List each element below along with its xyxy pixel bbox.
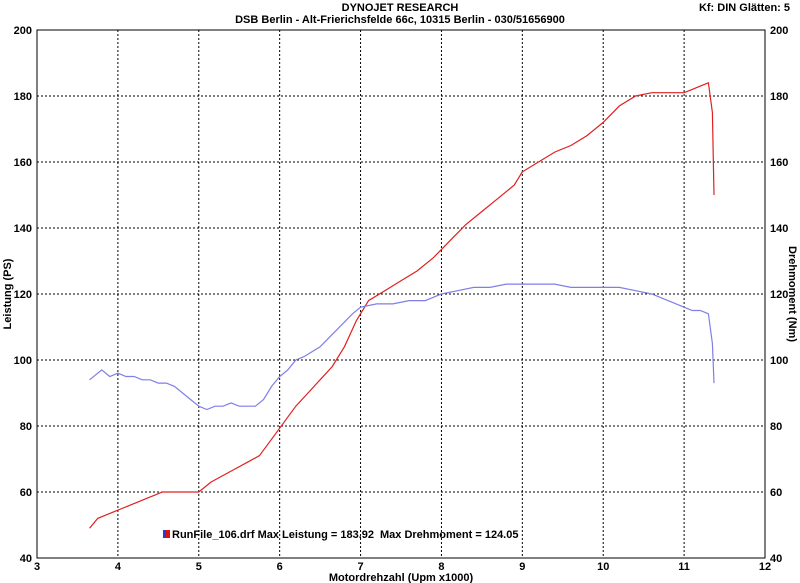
y-left-tick-labels: 40 60 80 100 120 140 160 180 200 bbox=[14, 25, 32, 565]
x-tick-label: 11 bbox=[678, 561, 690, 573]
y-right-axis-label: Drehmoment (Nm) bbox=[786, 246, 798, 342]
x-tick-label: 9 bbox=[519, 561, 525, 573]
y-right-tick-label: 40 bbox=[770, 553, 782, 565]
series-line-leistung bbox=[89, 81, 715, 529]
y-right-tick-label: 140 bbox=[770, 223, 788, 235]
y-left-tick-label: 120 bbox=[14, 289, 32, 301]
y-left-tick-label: 60 bbox=[20, 487, 32, 499]
chart-subtitle: DSB Berlin - Alt-Frierichsfelde 66c, 103… bbox=[235, 14, 565, 26]
x-tick-label: 3 bbox=[34, 561, 40, 573]
y-left-tick-label: 100 bbox=[14, 355, 32, 367]
legend-marker-blue bbox=[163, 530, 167, 538]
y-right-tick-label: 80 bbox=[770, 421, 782, 433]
x-axis-label: Motordrehzahl (Upm x1000) bbox=[329, 572, 474, 583]
x-tick-label: 12 bbox=[759, 561, 771, 573]
x-tick-labels: 3 4 5 6 7 8 9 10 11 12 bbox=[34, 561, 771, 573]
x-tick-label: 6 bbox=[277, 561, 283, 573]
y-left-tick-label: 160 bbox=[14, 157, 32, 169]
legend-max-power: RunFile_106.drf Max Leistung = 183.92 bbox=[172, 529, 374, 541]
y-left-tick-label: 200 bbox=[14, 25, 32, 37]
x-tick-label: 4 bbox=[115, 561, 122, 573]
series-line-drehmoment bbox=[89, 283, 715, 411]
y-left-axis-label: Leistung (PS) bbox=[2, 258, 14, 329]
y-left-tick-label: 180 bbox=[14, 91, 32, 103]
legend-max-torque: Max Drehmoment = 124.05 bbox=[380, 529, 518, 541]
x-tick-label: 10 bbox=[597, 561, 609, 573]
legend-marker-red bbox=[166, 530, 170, 538]
x-tick-label: 7 bbox=[357, 561, 363, 573]
x-tick-label: 5 bbox=[196, 561, 202, 573]
chart-title: DYNOJET RESEARCH bbox=[341, 2, 459, 14]
y-left-tick-label: 40 bbox=[20, 553, 32, 565]
legend: RunFile_106.drf Max Leistung = 183.92 Ma… bbox=[163, 529, 518, 541]
y-right-tick-label: 180 bbox=[770, 91, 788, 103]
series-lines bbox=[89, 81, 715, 529]
plot-frame bbox=[36, 29, 766, 559]
y-right-tick-label: 200 bbox=[770, 25, 788, 37]
y-right-tick-label: 60 bbox=[770, 487, 782, 499]
y-right-tick-labels: 40 60 80 100 120 140 160 180 200 bbox=[770, 25, 788, 565]
grid-lines bbox=[37, 30, 765, 558]
dyno-settings: Kf: DIN Glätten: 5 bbox=[698, 2, 790, 14]
x-tick-label: 8 bbox=[438, 561, 444, 573]
y-right-tick-label: 100 bbox=[770, 355, 788, 367]
y-right-tick-label: 120 bbox=[770, 289, 788, 301]
y-left-tick-label: 140 bbox=[14, 223, 32, 235]
y-left-tick-label: 80 bbox=[20, 421, 32, 433]
y-right-tick-label: 160 bbox=[770, 157, 788, 169]
